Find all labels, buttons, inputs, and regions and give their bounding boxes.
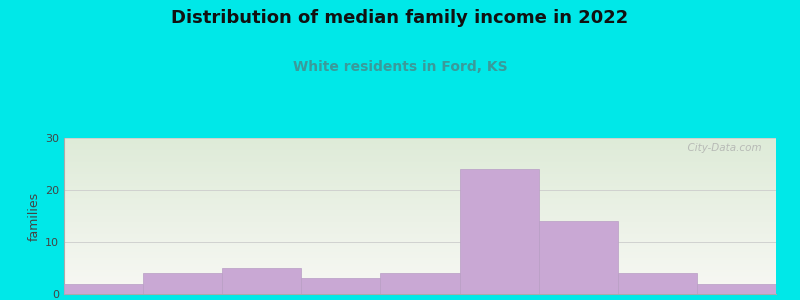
- Text: White residents in Ford, KS: White residents in Ford, KS: [293, 60, 507, 74]
- Bar: [538, 221, 618, 294]
- Bar: [143, 273, 222, 294]
- Bar: [302, 278, 381, 294]
- Bar: [381, 273, 459, 294]
- Bar: [64, 284, 143, 294]
- Bar: [222, 268, 302, 294]
- Text: Distribution of median family income in 2022: Distribution of median family income in …: [171, 9, 629, 27]
- Bar: [459, 169, 538, 294]
- Y-axis label: families: families: [28, 191, 41, 241]
- Bar: [618, 273, 697, 294]
- Bar: [697, 284, 776, 294]
- Text: City-Data.com: City-Data.com: [681, 143, 762, 153]
